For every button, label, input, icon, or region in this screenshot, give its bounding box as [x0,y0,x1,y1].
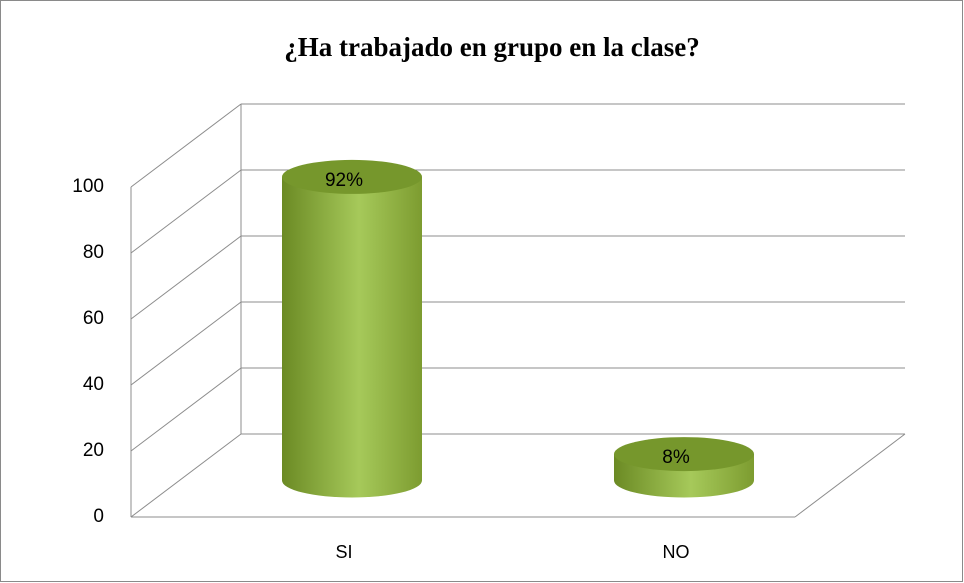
y-tick-label: 40 [83,374,104,395]
grid-line [130,103,242,188]
bar-top [282,159,422,194]
y-tick-label: 60 [83,308,104,329]
y-tick-label: 80 [83,242,104,263]
y-tick-label: 20 [83,440,104,461]
grid-line [130,367,242,452]
bar-body [282,176,422,498]
chart-title: ¿Ha trabajado en grupo en la clase? [284,32,700,62]
bar [282,159,422,498]
x-tick-label: NO [663,542,690,562]
grid-line [130,433,242,518]
grid-line [130,301,242,386]
grid-line [130,169,242,254]
bar-top [614,437,754,472]
floor-edge [794,433,906,518]
bar [614,437,754,498]
data-label: 92% [325,170,363,191]
grid-line [130,235,242,320]
x-tick-label: SI [335,542,352,562]
data-label: 8% [662,447,690,468]
y-tick-label: 0 [93,506,104,527]
y-tick-label: 100 [72,176,104,197]
